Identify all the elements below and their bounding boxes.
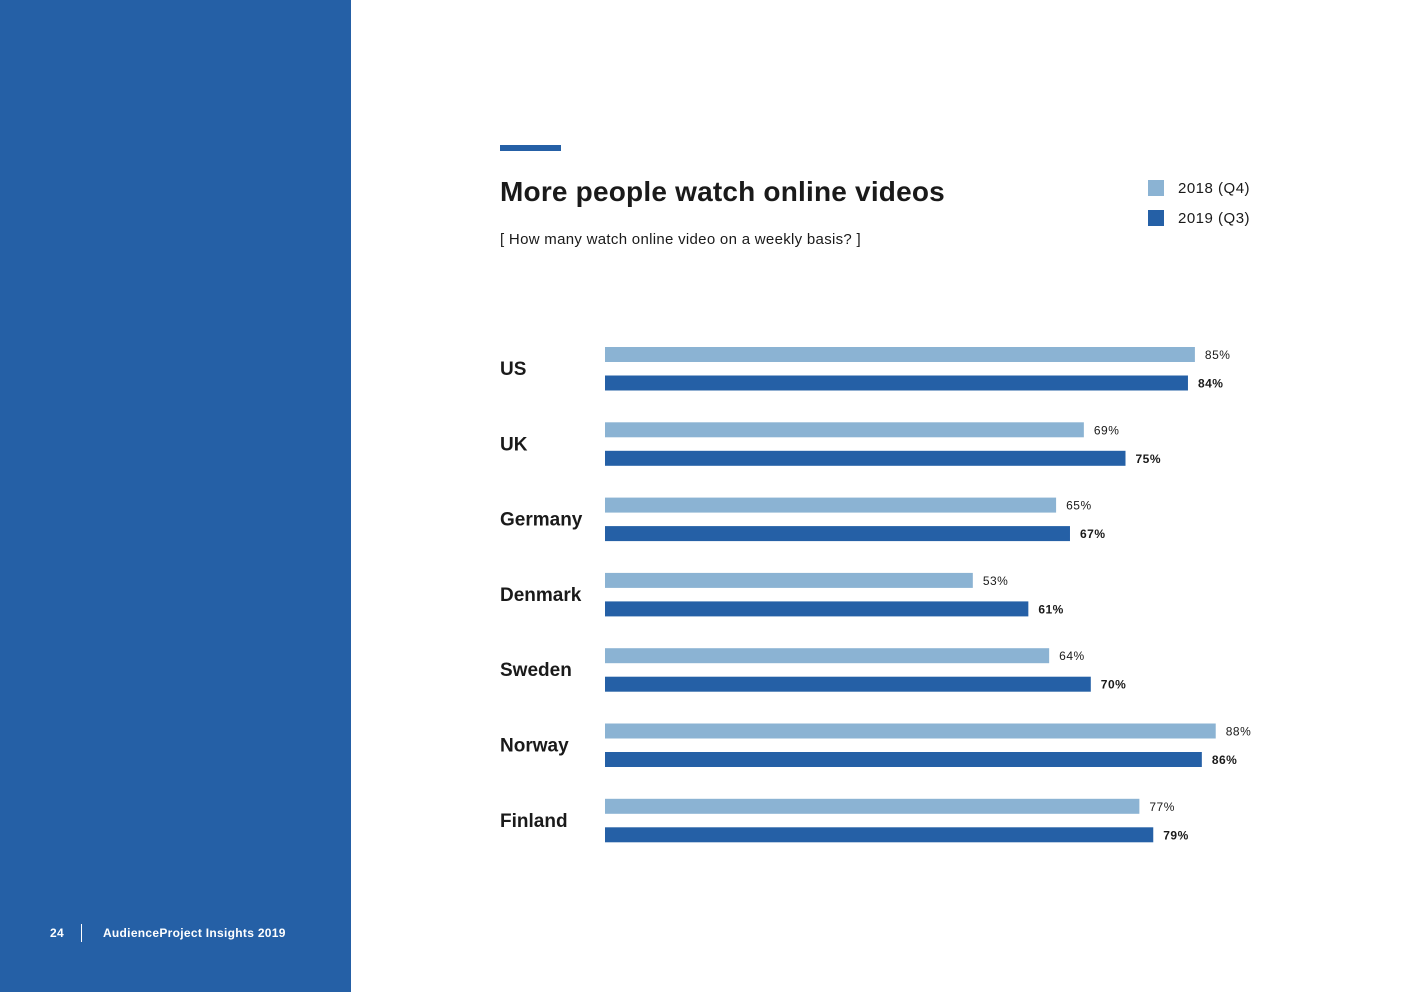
bar-2018-denmark: [605, 572, 973, 588]
bar-2019-denmark: [605, 601, 1029, 617]
legend-swatch-2018: [1148, 180, 1164, 196]
publication-name: AudienceProject Insights 2019: [102, 926, 286, 940]
category-label-finland: Finland: [500, 811, 568, 832]
bar-2019-us: [605, 375, 1188, 391]
value-label-2019-finland: 79%: [1163, 828, 1189, 842]
bar-2018-uk: [605, 422, 1084, 438]
bar-2019-finland: [605, 827, 1154, 843]
legend-swatch-2019: [1148, 210, 1164, 226]
value-label-2019-us: 84%: [1198, 377, 1224, 391]
value-label-2019-uk: 75%: [1136, 452, 1162, 466]
bar-2019-sweden: [605, 676, 1091, 692]
bar-2019-uk: [605, 450, 1126, 466]
chart-legend: 2018 (Q4) 2019 (Q3): [1148, 178, 1250, 238]
value-label-2019-germany: 67%: [1080, 527, 1106, 541]
bar-2019-germany: [605, 526, 1070, 542]
legend-label-2018: 2018 (Q4): [1178, 179, 1251, 197]
value-label-2018-norway: 88%: [1226, 725, 1252, 739]
title-accent-line: [500, 145, 561, 151]
value-label-2019-sweden: 70%: [1101, 678, 1127, 692]
chart-title: More people watch online videos: [500, 176, 945, 207]
bar-2018-us: [605, 347, 1195, 362]
page-number: 24: [50, 926, 64, 940]
value-label-2019-norway: 86%: [1212, 753, 1238, 767]
footer-divider: [80, 924, 82, 942]
bar-2018-finland: [605, 798, 1140, 814]
category-label-norway: Norway: [500, 736, 569, 757]
bar-2019-norway: [605, 752, 1202, 767]
value-label-2019-denmark: 61%: [1038, 602, 1064, 616]
value-label-2018-us: 85%: [1205, 348, 1231, 362]
category-label-germany: Germany: [500, 510, 583, 531]
category-label-sweden: Sweden: [500, 660, 572, 681]
value-label-2018-sweden: 64%: [1059, 649, 1085, 663]
chart-subtitle: [ How many watch online video on a weekl…: [500, 231, 862, 248]
bar-chart: US 85% 84% UK 69% 75% Germany 65% 67% Denmark 53% 6…: [500, 347, 1252, 843]
category-label-us: US: [500, 359, 526, 380]
value-label-2018-uk: 69%: [1094, 423, 1120, 437]
legend-label-2019: 2019 (Q3): [1178, 209, 1251, 227]
legend-item-2019: 2019 (Q3): [1148, 208, 1250, 228]
bar-2018-sweden: [605, 648, 1050, 664]
page-footer: 24 AudienceProject Insights 2019: [50, 924, 286, 942]
category-label-denmark: Denmark: [500, 585, 582, 606]
value-label-2018-denmark: 53%: [983, 574, 1009, 588]
bar-2018-germany: [605, 497, 1057, 513]
category-label-uk: UK: [500, 434, 528, 455]
value-label-2018-finland: 77%: [1149, 800, 1175, 814]
value-label-2018-germany: 65%: [1066, 499, 1092, 513]
sidebar-panel: 24 AudienceProject Insights 2019: [0, 0, 351, 992]
bar-2018-norway: [605, 723, 1216, 739]
legend-item-2018: 2018 (Q4): [1148, 178, 1250, 198]
